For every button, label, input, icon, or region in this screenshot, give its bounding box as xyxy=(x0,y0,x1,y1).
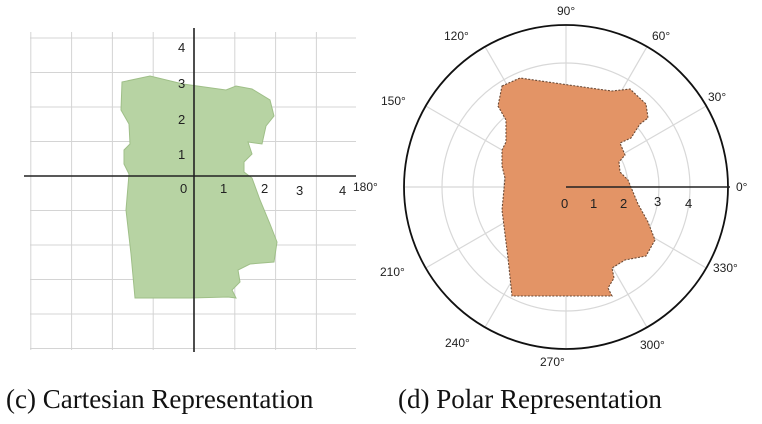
polar-caption: (d) Polar Representation xyxy=(398,384,662,414)
polar-angle-label-120: 120° xyxy=(444,29,469,43)
polar-angle-label-300: 300° xyxy=(640,338,665,352)
polar-radial-tick-2: 2 xyxy=(620,196,627,211)
cartesian-x-tick-4: 4 xyxy=(339,183,346,198)
cartesian-x-tick-3: 3 xyxy=(296,183,303,198)
polar-radial-tick-0: 0 xyxy=(561,196,568,211)
cartesian-y-tick-2: 2 xyxy=(178,112,185,127)
polar-angle-label-90: 90° xyxy=(557,4,575,18)
polar-panel: 0 1 2 3 4 0° 30° 60° 90° 120° 150° 180° … xyxy=(353,4,748,414)
cartesian-x-tick-2: 2 xyxy=(261,181,268,196)
polar-radial-tick-4: 4 xyxy=(685,196,692,211)
cartesian-y-tick-3: 3 xyxy=(178,76,185,91)
polar-angle-label-60: 60° xyxy=(652,29,670,43)
polar-angle-label-210: 210° xyxy=(380,265,405,279)
cartesian-y-tick-4: 4 xyxy=(178,40,185,55)
polar-angle-label-330: 330° xyxy=(713,261,738,275)
cartesian-x-tick-1: 1 xyxy=(220,181,227,196)
polar-angle-label-150: 150° xyxy=(381,94,406,108)
polar-angle-label-240: 240° xyxy=(445,336,470,350)
cartesian-shape xyxy=(120,75,278,299)
cartesian-panel: 0 1 2 3 4 1 2 3 4 (c) Cartesian Represen… xyxy=(6,28,356,414)
polar-angle-label-30: 30° xyxy=(708,90,726,104)
polar-angle-label-0: 0° xyxy=(736,180,748,194)
polar-angle-label-180: 180° xyxy=(353,180,378,194)
cartesian-caption: (c) Cartesian Representation xyxy=(6,384,314,414)
polar-angle-label-270: 270° xyxy=(540,355,565,369)
polar-radial-tick-1: 1 xyxy=(590,196,597,211)
cartesian-x-tick-0: 0 xyxy=(180,181,187,196)
polar-radial-tick-3: 3 xyxy=(654,194,661,209)
cartesian-y-tick-1: 1 xyxy=(178,147,185,162)
